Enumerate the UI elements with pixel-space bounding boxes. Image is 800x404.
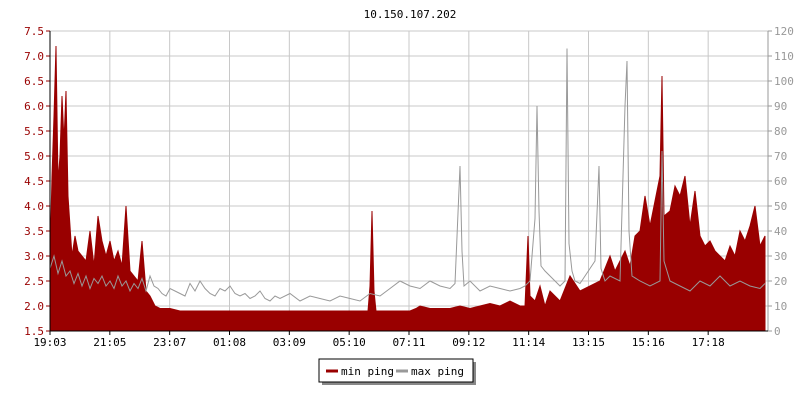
x-tick-label: 05:10 [333, 336, 366, 349]
x-tick-label: 19:03 [33, 336, 66, 349]
x-tick-label: 03:09 [273, 336, 306, 349]
x-tick-label: 07:11 [392, 336, 425, 349]
legend: min ping max ping [318, 358, 476, 385]
y-right-tick-label: 60 [774, 175, 787, 188]
y-right-tick-label: 50 [774, 200, 787, 213]
y-left-tick-label: 5.0 [24, 150, 44, 163]
series-max-ping-line [49, 48, 766, 302]
y-left-tick-label: 6.5 [24, 75, 44, 88]
x-tick-label: 11:14 [512, 336, 545, 349]
y-left-tick-label: 7.0 [24, 50, 44, 63]
x-tick-label: 21:05 [93, 336, 126, 349]
x-tick-label: 01:08 [213, 336, 246, 349]
axis-layer: 1.5 2.0 2.5 3.0 3.5 4.0 4.5 5.0 5.5 6.0 6.5 7.0 7.5 0… [24, 25, 794, 349]
y-right-tick-label: 110 [774, 50, 794, 63]
y-left-tick-label: 7.5 [24, 25, 44, 38]
y-left-tick-label: 6.0 [24, 100, 44, 113]
x-tick-label: 23:07 [153, 336, 186, 349]
y-right-tick-label: 30 [774, 250, 787, 263]
y-right-tick-label: 80 [774, 125, 787, 138]
y-right-tick-label: 20 [774, 275, 787, 288]
legend-label-min-ping: min ping [341, 365, 394, 378]
y-right-tick-label: 40 [774, 225, 787, 238]
y-right-tick-label: 100 [774, 75, 794, 88]
y-right-tick-label: 70 [774, 150, 787, 163]
y-left-tick-label: 2.0 [24, 300, 44, 313]
y-right-tick-label: 120 [774, 25, 794, 38]
series-layer [49, 45, 766, 332]
grid-layer [49, 30, 768, 332]
x-tick-label: 17:18 [692, 336, 725, 349]
y-left-tick-label: 4.5 [24, 175, 44, 188]
series-min-ping-area [49, 45, 766, 332]
y-left-tick-label: 3.5 [24, 225, 44, 238]
x-tick-label: 15:16 [632, 336, 665, 349]
y-right-tick-label: 90 [774, 100, 787, 113]
y-left-tick-label: 3.0 [24, 250, 44, 263]
x-tick-label: 13:15 [572, 336, 605, 349]
chart-title: 10.150.107.202 [364, 8, 457, 21]
y-right-tick-label: 0 [774, 325, 781, 338]
x-tick-label: 09:12 [452, 336, 485, 349]
y-right-tick-label: 10 [774, 300, 787, 313]
y-left-tick-label: 1.5 [24, 325, 44, 338]
y-left-tick-label: 2.5 [24, 275, 44, 288]
y-left-tick-label: 4.0 [24, 200, 44, 213]
y-left-tick-label: 5.5 [24, 125, 44, 138]
legend-label-max-ping: max ping [411, 365, 464, 378]
